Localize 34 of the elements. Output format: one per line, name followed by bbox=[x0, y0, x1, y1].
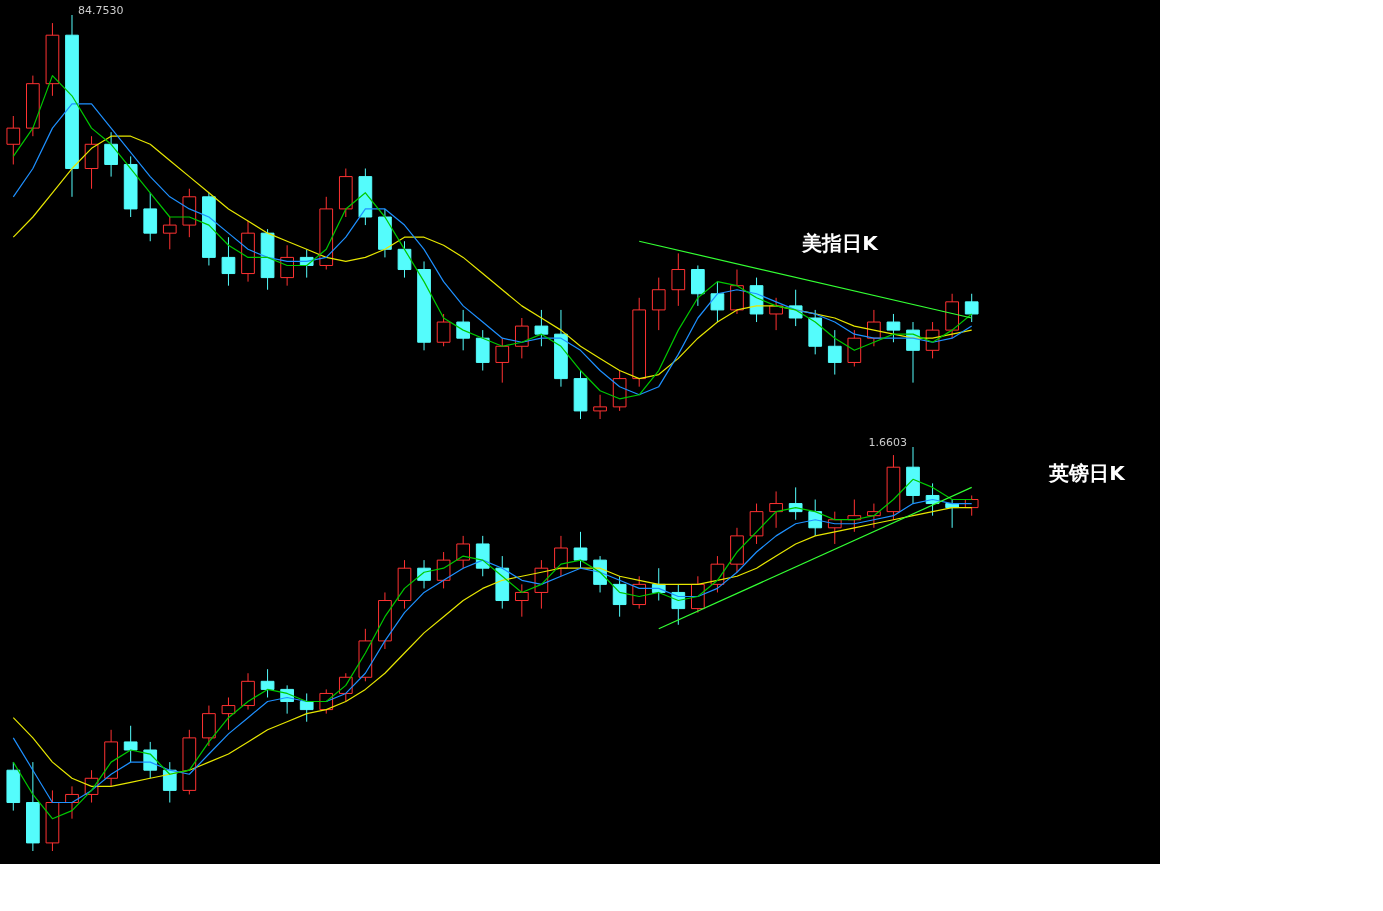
candlestick bbox=[104, 131, 118, 178]
candlestick bbox=[123, 725, 138, 763]
candlestick bbox=[710, 281, 725, 323]
text: 英镑日K bbox=[1048, 461, 1127, 485]
candlestick bbox=[671, 252, 686, 307]
candlestick bbox=[769, 297, 783, 331]
candlestick bbox=[6, 115, 21, 165]
candlestick bbox=[964, 293, 979, 323]
candlestick bbox=[886, 313, 901, 343]
candlestick bbox=[397, 240, 412, 279]
candlestick bbox=[299, 692, 314, 723]
candlestick bbox=[495, 337, 510, 384]
candlestick bbox=[534, 309, 549, 347]
candlestick bbox=[221, 696, 236, 731]
candlestick bbox=[769, 490, 783, 529]
candlestick bbox=[436, 551, 451, 589]
candlestick bbox=[456, 535, 471, 569]
candlestick bbox=[867, 309, 881, 347]
annotation: 1.6603 bbox=[868, 436, 908, 449]
annotation: 84.7530 bbox=[77, 4, 124, 17]
candlestick bbox=[651, 277, 666, 331]
candlestick bbox=[827, 329, 842, 376]
candlestick bbox=[162, 216, 177, 250]
candlestick bbox=[593, 394, 607, 420]
candlestick bbox=[514, 583, 529, 618]
candlestick bbox=[221, 236, 236, 287]
candlestick bbox=[612, 575, 627, 618]
annotation: 美指日K bbox=[801, 231, 880, 255]
candlestick bbox=[260, 668, 275, 698]
candlestick bbox=[436, 313, 451, 347]
candlestick bbox=[280, 244, 294, 287]
candlestick bbox=[573, 531, 588, 569]
candlestick bbox=[456, 309, 471, 351]
candlestick bbox=[554, 535, 568, 577]
